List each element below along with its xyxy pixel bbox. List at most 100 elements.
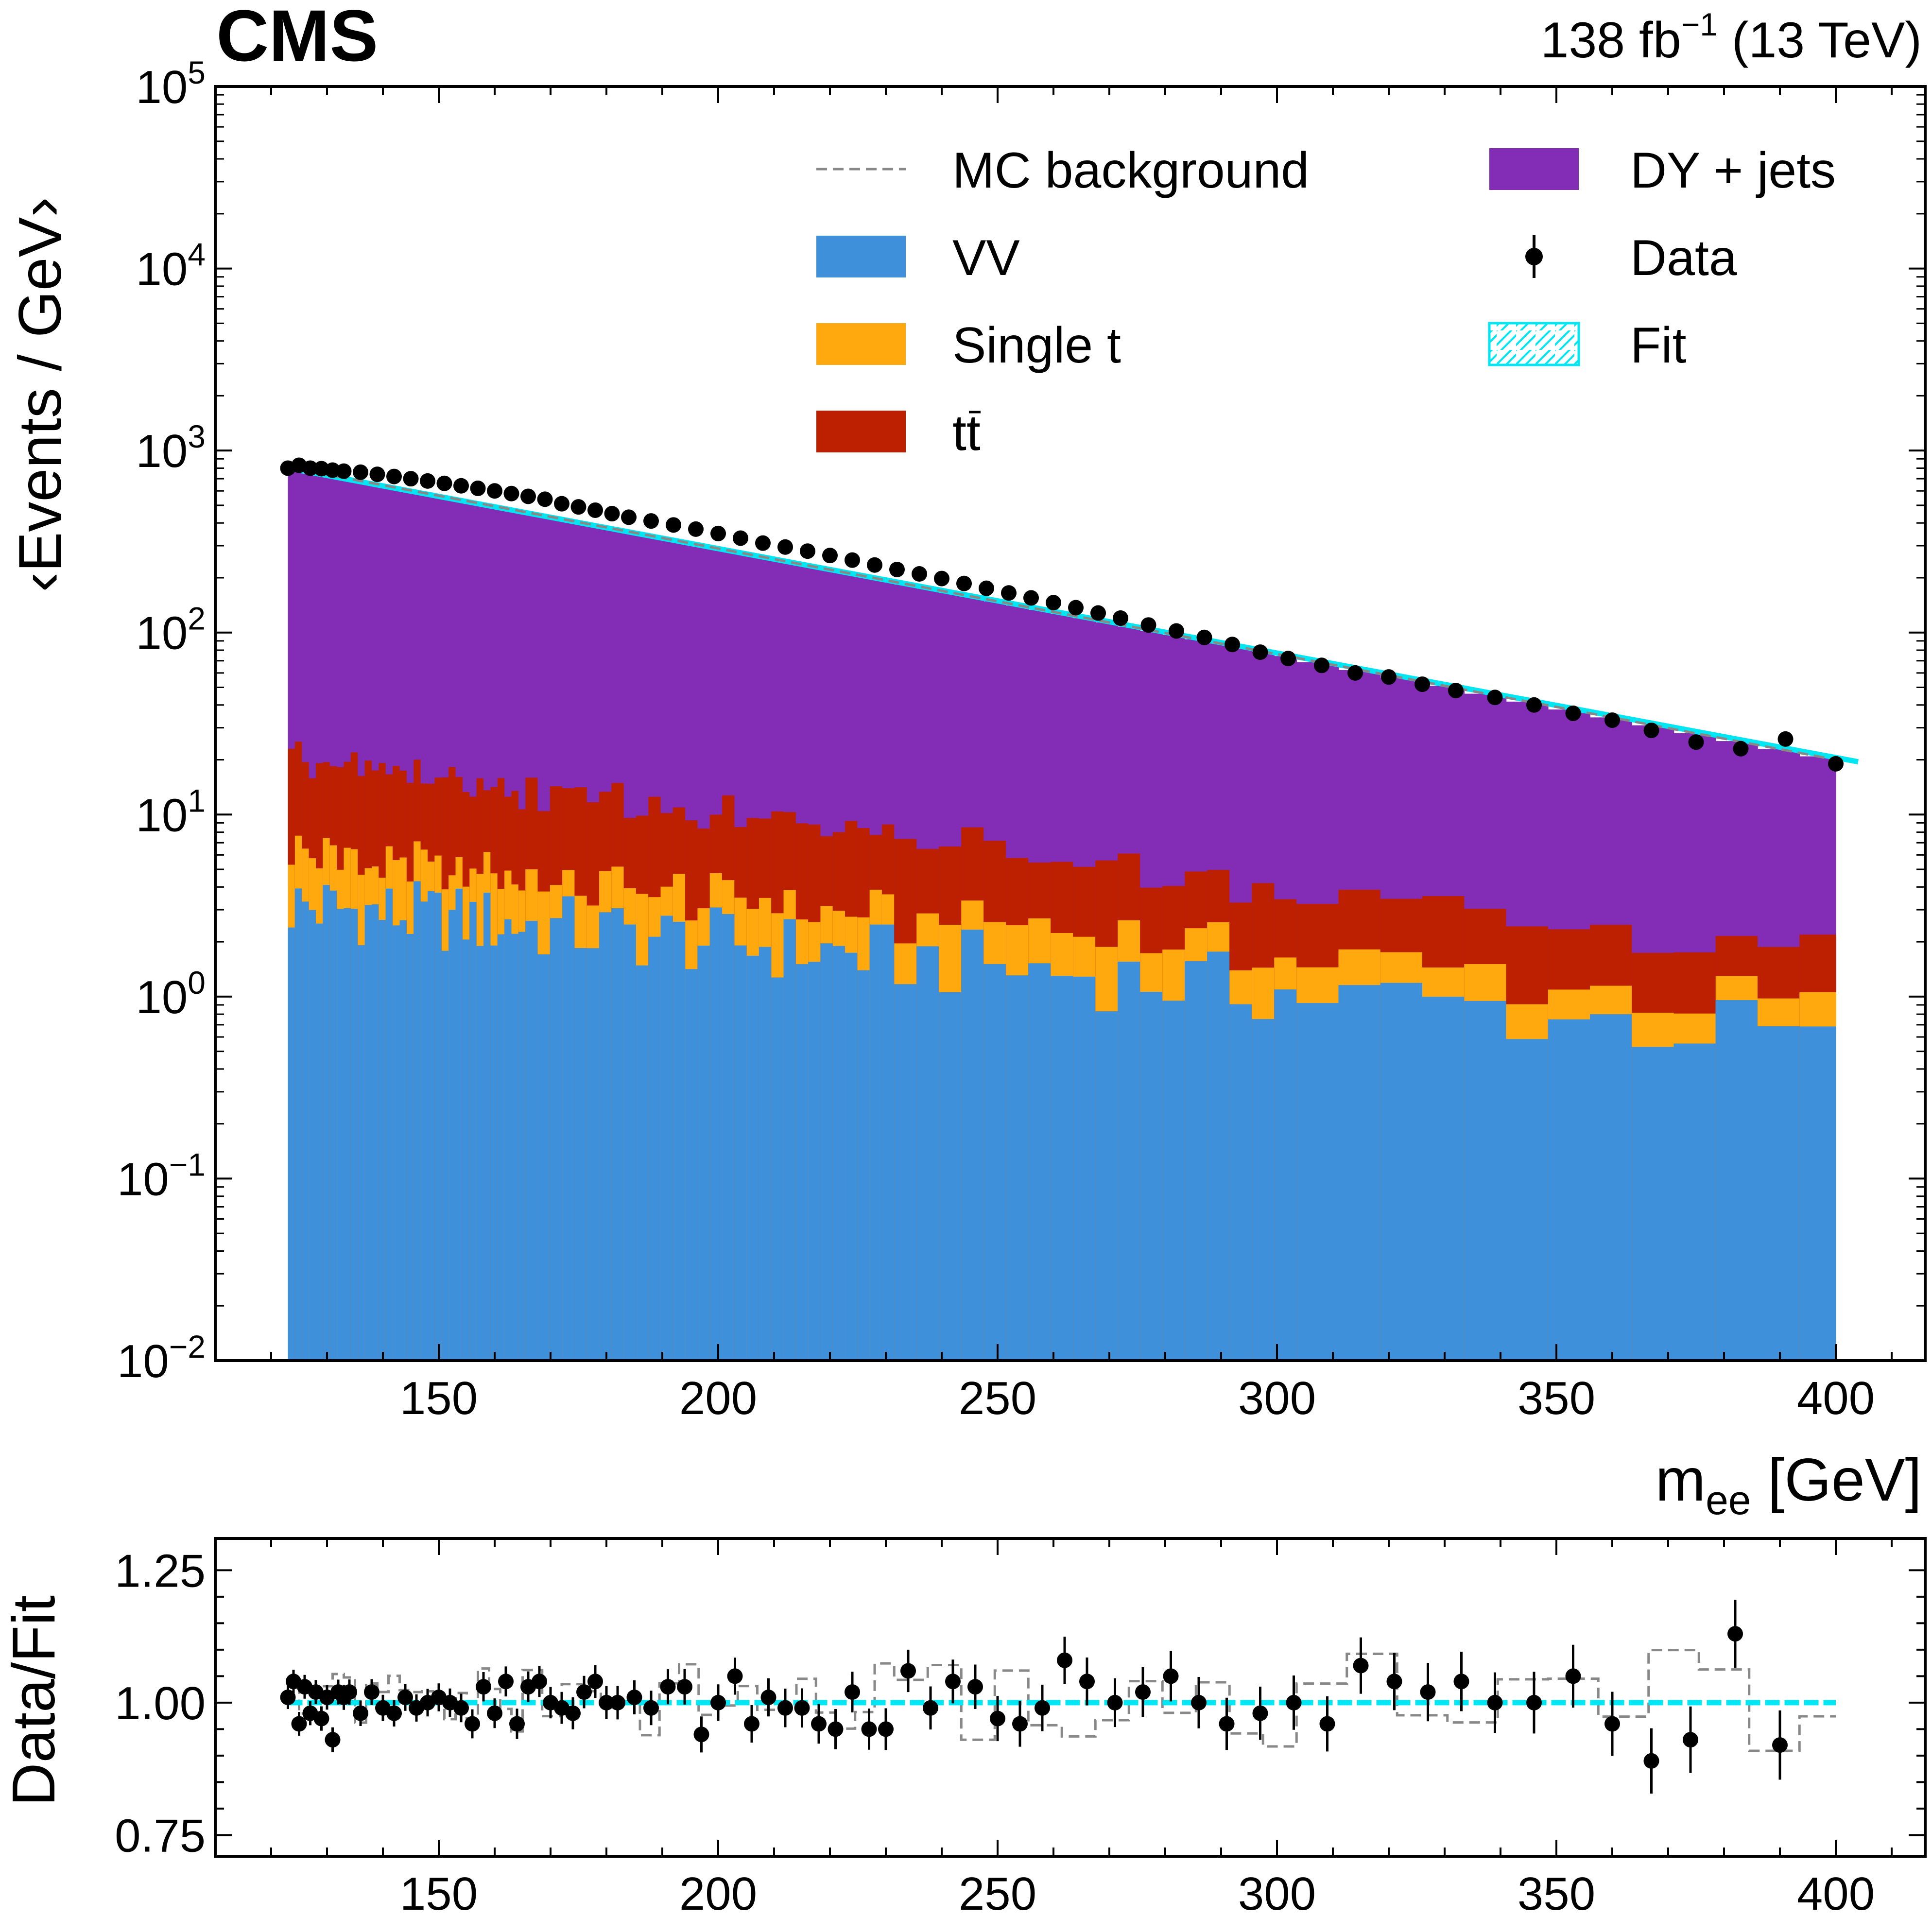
x-tick-label: 300 bbox=[1238, 1372, 1316, 1424]
vv-bar bbox=[1207, 951, 1230, 1361]
vv-bar bbox=[869, 924, 882, 1361]
data-point bbox=[1090, 605, 1106, 621]
lumi-exponent: −1 bbox=[1681, 6, 1718, 42]
vv-bar bbox=[344, 908, 351, 1361]
data-point bbox=[369, 466, 385, 483]
vv-bar bbox=[1185, 961, 1208, 1361]
data-point bbox=[336, 463, 352, 479]
x-tick-label: 200 bbox=[679, 1372, 757, 1424]
ratio-point bbox=[498, 1674, 514, 1690]
data-point bbox=[777, 539, 793, 555]
ratio-point bbox=[677, 1679, 692, 1695]
vv-bar bbox=[611, 908, 624, 1361]
vv-bar bbox=[894, 984, 917, 1361]
data-point bbox=[1828, 756, 1844, 772]
vv-bar bbox=[1274, 989, 1297, 1361]
vv-bar bbox=[648, 936, 661, 1361]
main-axes: 150 200 250 300 350 400 10−2 10−1 100 101 102 103 10… bbox=[117, 54, 1927, 1424]
data-point bbox=[570, 499, 586, 515]
data-point bbox=[1225, 637, 1240, 653]
ratio-point bbox=[710, 1694, 726, 1710]
vv-bar bbox=[1338, 985, 1381, 1361]
ratio-y-tick-label: 1.25 bbox=[115, 1545, 206, 1597]
data-point bbox=[1733, 741, 1749, 757]
legend-vv-label: VV bbox=[952, 230, 1020, 286]
vv-bar bbox=[393, 925, 400, 1361]
ratio-x-tick-label: 150 bbox=[400, 1868, 478, 1917]
data-point bbox=[710, 525, 726, 541]
ratio-point bbox=[1079, 1674, 1095, 1690]
ratio-point bbox=[1727, 1626, 1743, 1642]
y-tick-label: 100 bbox=[136, 965, 206, 1023]
vv-bar bbox=[1548, 1019, 1590, 1361]
vv-bar bbox=[469, 901, 477, 1361]
ratio-point bbox=[1353, 1658, 1369, 1674]
data-point bbox=[1280, 651, 1296, 667]
vv-bar bbox=[685, 969, 698, 1361]
data-point bbox=[1526, 697, 1542, 713]
vv-bar bbox=[323, 885, 330, 1361]
data-point bbox=[621, 509, 637, 525]
ratio-point bbox=[565, 1705, 581, 1721]
lumi-energy: (13 TeV) bbox=[1718, 12, 1922, 69]
vv-bar bbox=[385, 888, 393, 1361]
legend-dy-label: DY + jets bbox=[1630, 142, 1836, 199]
data-point bbox=[1381, 669, 1397, 685]
legend-fit-label: Fit bbox=[1630, 317, 1687, 374]
vv-bar bbox=[759, 947, 772, 1361]
data-point bbox=[1169, 623, 1184, 639]
ratio-point bbox=[1012, 1716, 1028, 1732]
data-point bbox=[587, 502, 603, 518]
ratio-point bbox=[626, 1690, 642, 1705]
x-axis-label-sub: ee bbox=[1706, 1477, 1751, 1523]
data-point bbox=[436, 475, 452, 491]
data-point bbox=[1046, 595, 1061, 611]
data-point bbox=[1414, 676, 1430, 692]
vv-bar bbox=[1051, 976, 1074, 1361]
vv-bar bbox=[795, 964, 809, 1361]
legend-vv-swatch bbox=[816, 236, 906, 277]
vv-bar bbox=[983, 964, 1007, 1361]
vv-bar bbox=[1252, 1019, 1275, 1361]
ratio-axes: 150 200 250 300 350 400 0.75 1.00 1.25 bbox=[115, 1537, 1927, 1917]
vv-bar bbox=[845, 952, 858, 1361]
vv-bar bbox=[599, 912, 612, 1361]
vv-bar bbox=[808, 962, 821, 1361]
vv-bar bbox=[406, 933, 414, 1361]
luminosity-label: 138 fb−1 (13 TeV) bbox=[1541, 6, 1922, 69]
vv-bar bbox=[364, 905, 372, 1361]
data-point bbox=[520, 488, 536, 504]
data-point bbox=[1448, 683, 1464, 699]
data-point bbox=[733, 530, 748, 546]
ratio-mc-outline bbox=[288, 1649, 1836, 1752]
legend-entry-st: Single t bbox=[816, 317, 1121, 374]
data-point bbox=[755, 535, 771, 551]
ratio-point bbox=[1252, 1705, 1268, 1721]
data-point bbox=[1068, 600, 1084, 616]
stacked-histograms bbox=[288, 468, 1836, 1361]
data-point bbox=[1314, 657, 1329, 674]
data-point bbox=[800, 543, 815, 559]
ratio-point bbox=[967, 1679, 983, 1695]
vv-bar bbox=[820, 943, 833, 1361]
ratio-point bbox=[576, 1684, 592, 1700]
vv-bar bbox=[302, 901, 310, 1361]
ratio-point bbox=[1453, 1674, 1469, 1690]
data-point bbox=[1140, 617, 1156, 633]
vv-bar bbox=[673, 921, 686, 1361]
lumi-value: 138 fb bbox=[1541, 12, 1681, 69]
vv-bar bbox=[1162, 1001, 1186, 1361]
ratio-point bbox=[945, 1674, 961, 1690]
vv-bar bbox=[379, 920, 386, 1361]
ratio-point bbox=[1219, 1716, 1235, 1732]
ratio-point bbox=[353, 1705, 368, 1721]
data-point bbox=[302, 460, 318, 476]
vv-bar bbox=[709, 907, 723, 1361]
vv-bar bbox=[537, 954, 551, 1361]
vv-bar bbox=[1296, 1003, 1339, 1361]
ratio-point bbox=[643, 1700, 659, 1716]
data-point bbox=[420, 473, 435, 489]
y-tick-label: 10−2 bbox=[117, 1329, 206, 1387]
ratio-point bbox=[532, 1674, 547, 1690]
data-point bbox=[1023, 590, 1039, 606]
